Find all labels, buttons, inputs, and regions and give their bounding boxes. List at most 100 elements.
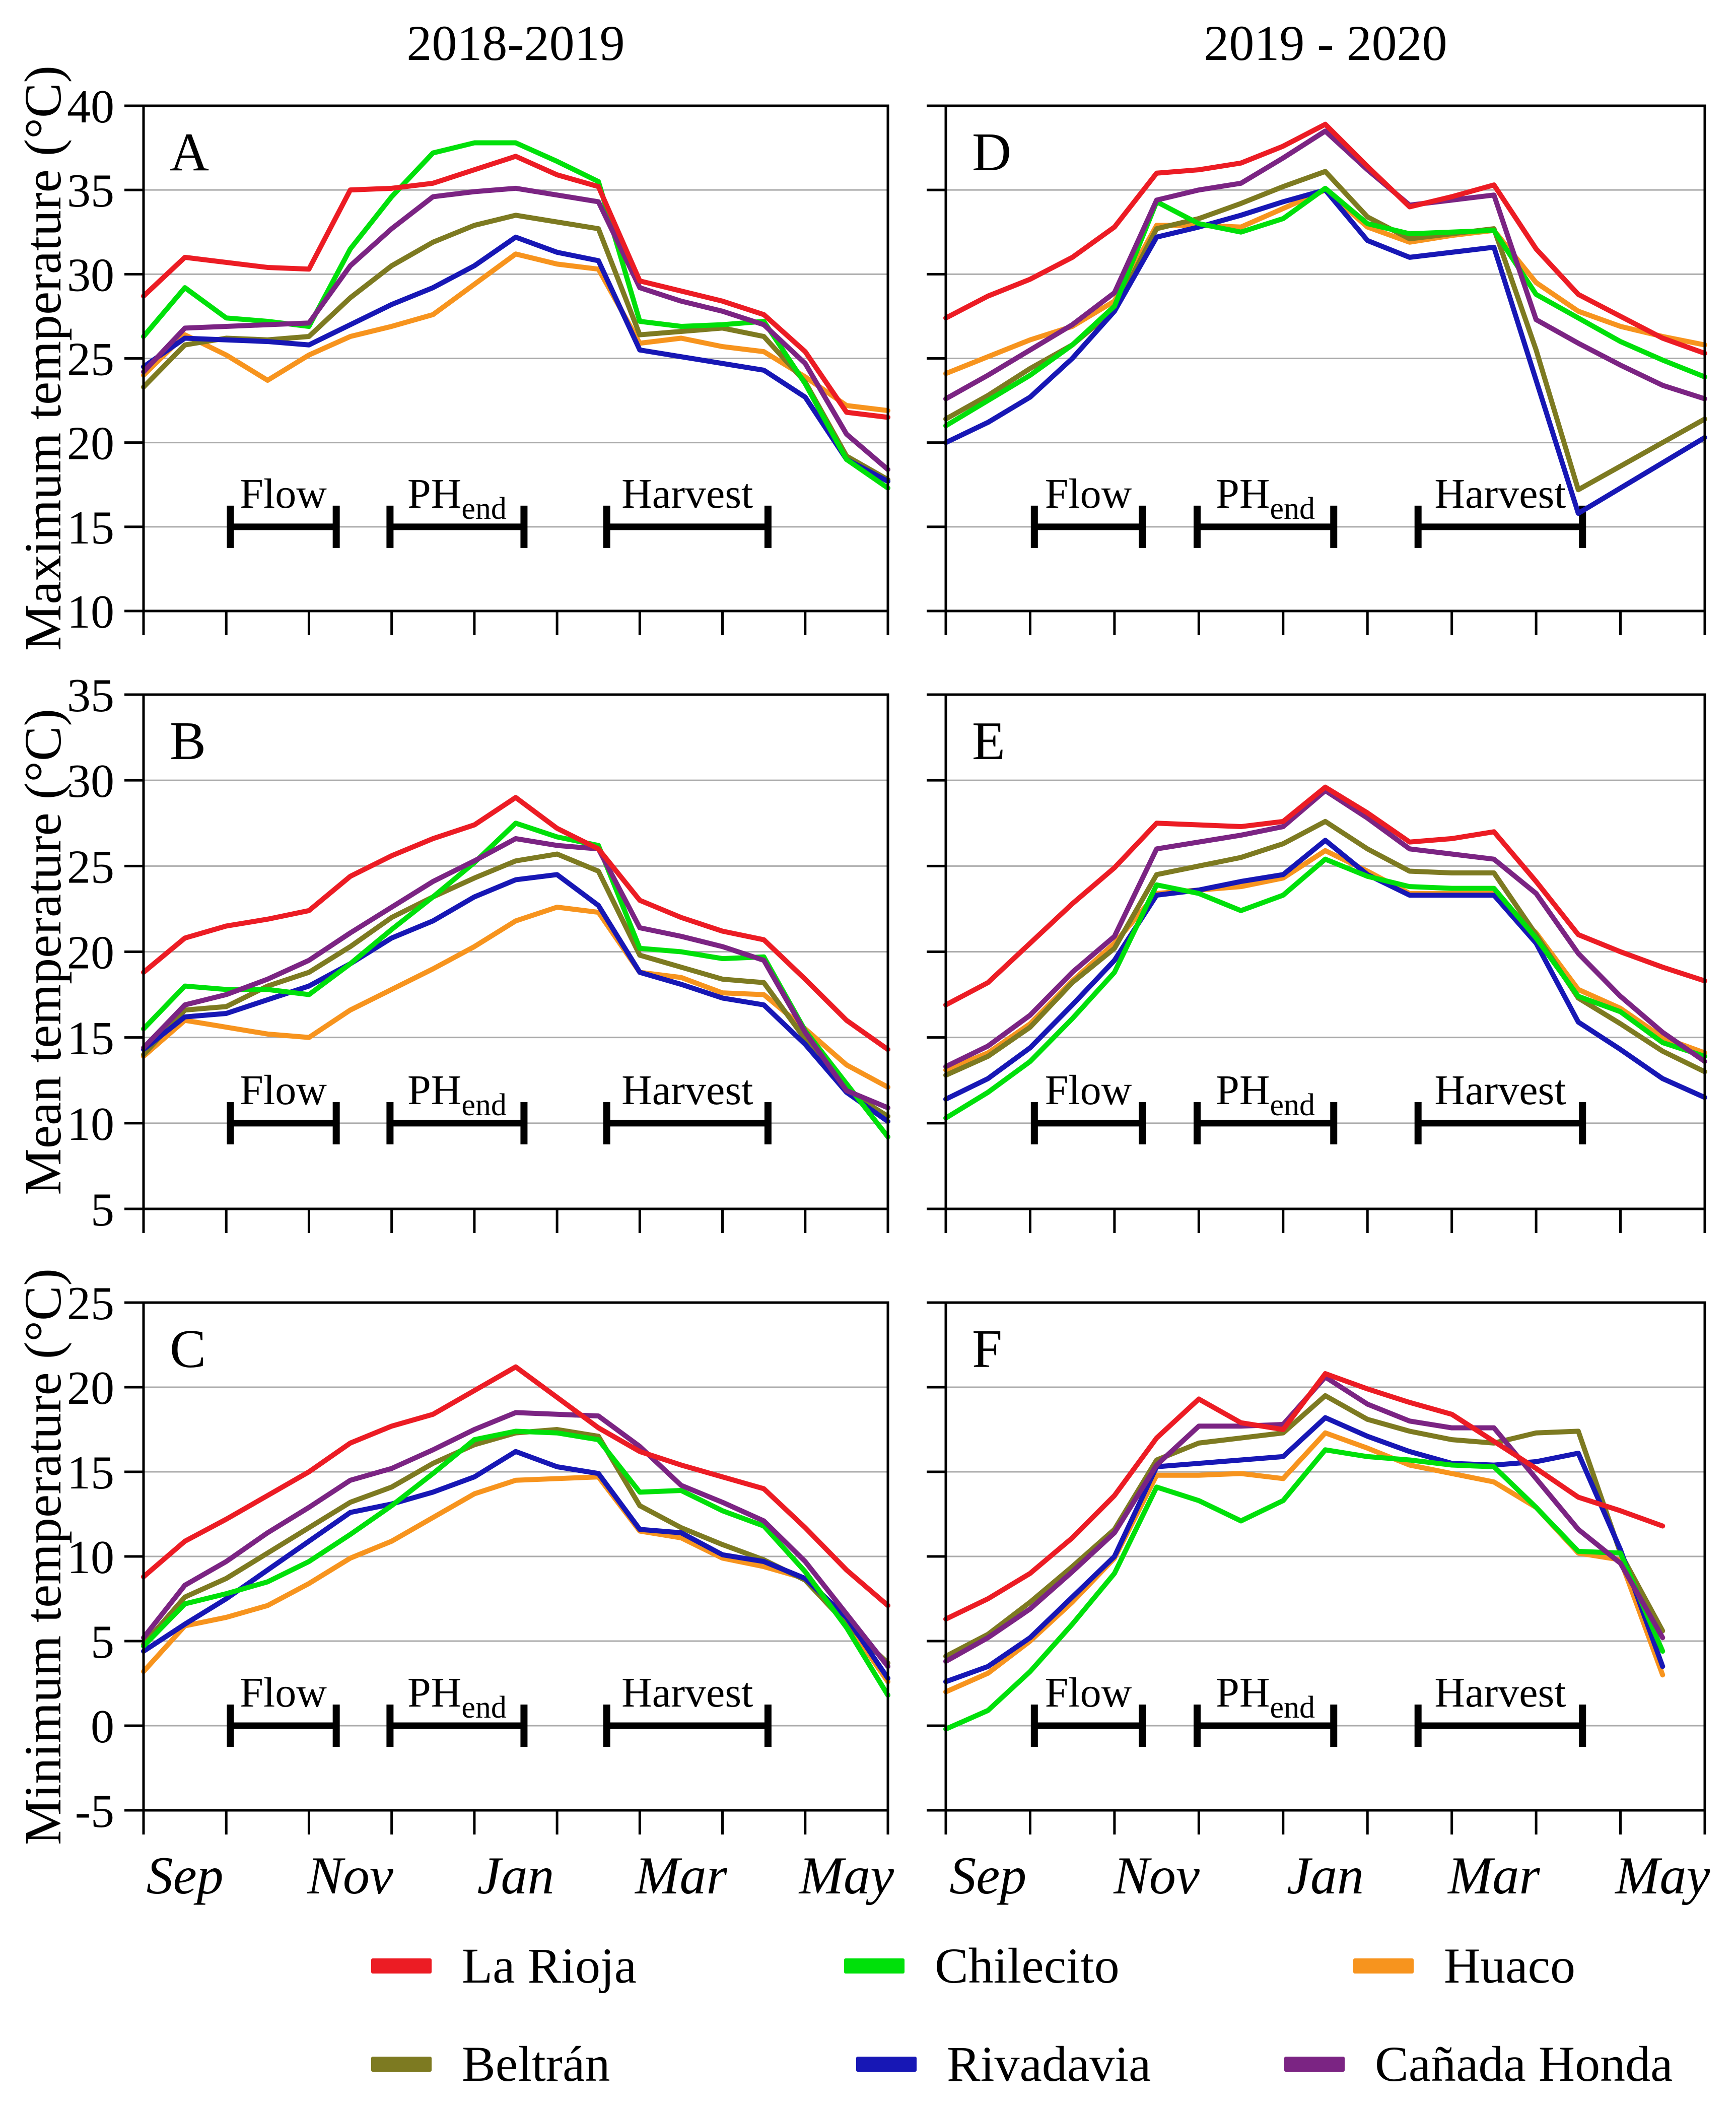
panel-E: Flow PHend Harvest E (927, 693, 1707, 1233)
y-tick-label: 0 (91, 1701, 114, 1753)
series-chilecito (943, 856, 1707, 1121)
column-title-season-1: 2018-2019 (406, 15, 625, 71)
series-la-rioja (943, 784, 1707, 1008)
bracket-label-harvest: Harvest (621, 1669, 753, 1716)
x-month-label: Mar (1447, 1846, 1540, 1905)
legend-item-chilecito: Chilecito (844, 1937, 1120, 1995)
bracket-label-ph: PHend (1216, 1669, 1315, 1725)
legend-label-chilecito: Chilecito (935, 1938, 1120, 1994)
column-title-season-2: 2019 - 2020 (1204, 15, 1447, 71)
y-tick-label: 5 (91, 1616, 114, 1668)
y-tick-label: 10 (67, 1531, 114, 1584)
y-tick-label: 10 (67, 1098, 114, 1150)
series-la-rioja (943, 1371, 1665, 1622)
series-beltr-n (141, 1427, 890, 1666)
y-tick-label: 15 (67, 502, 114, 554)
phenology-brackets: Flow PHend Harvest (1030, 1669, 1586, 1747)
series-la-rioja (141, 154, 890, 420)
y-tick-label: 10 (67, 586, 114, 638)
y-tick-label: 15 (67, 1012, 114, 1065)
panel-letter: D (972, 122, 1011, 182)
bracket-label-ph: PHend (407, 470, 507, 526)
panel-C: Flow PHend Harvest -5 0 5 10 15 20 25 Sep Nov Jan Mar… (67, 1277, 894, 1905)
series-la-rioja (141, 1364, 890, 1608)
x-month-label: Sep (147, 1846, 224, 1905)
bracket-label-flow: Flow (1045, 1669, 1132, 1716)
legend-swatch-beltran (371, 2056, 432, 2072)
bracket-label-ph: PHend (407, 1067, 507, 1122)
y-tick-label: 30 (67, 755, 114, 807)
y-tick-label: 35 (67, 669, 114, 722)
series-ca-ada-honda (141, 1410, 890, 1669)
x-month-label: Sep (949, 1846, 1026, 1905)
x-month-label: Jan (1287, 1846, 1364, 1905)
series-beltr-n (141, 851, 890, 1119)
series-la-rioja (943, 121, 1707, 356)
panel-letter: E (972, 711, 1005, 771)
series-chilecito (141, 1429, 890, 1698)
phenology-brackets: Flow PHend Harvest (227, 470, 772, 548)
panel-letter: F (972, 1319, 1002, 1379)
bracket-label-ph: PHend (407, 1669, 507, 1725)
y-tick-label: 25 (67, 333, 114, 386)
bracket-label-flow: Flow (240, 1067, 327, 1114)
series-huaco (943, 187, 1707, 376)
x-month-label: Jan (477, 1846, 554, 1905)
y-tick-label: 20 (67, 1362, 114, 1414)
y-tick-label: -5 (75, 1785, 114, 1838)
x-month-label: Mar (634, 1846, 727, 1905)
legend-item-beltran: Beltrán (371, 2035, 610, 2093)
legend-swatch-la-rioja (371, 1958, 432, 1974)
bracket-label-ph: PHend (1216, 1067, 1315, 1122)
series-chilecito (141, 821, 890, 1140)
phenology-brackets: Flow PHend Harvest (227, 1669, 772, 1747)
bracket-label-flow: Flow (240, 470, 327, 517)
series-rivadavia (943, 838, 1707, 1102)
bracket-label-flow: Flow (1045, 470, 1132, 517)
panel-B: Flow PHend Harvest 5 10 15 20 25 30 35 B (67, 669, 890, 1236)
panel-letter: B (170, 711, 206, 771)
series-ca-ada-honda (141, 185, 890, 472)
series-beltr-n (943, 1393, 1665, 1659)
panel-F: Flow PHend Harvest Sep Nov Jan Mar May F (927, 1301, 1710, 1905)
series-rivadavia (141, 872, 890, 1124)
series-ca-ada-honda (141, 836, 890, 1111)
y-tick-label: 20 (67, 418, 114, 470)
series-rivadavia (141, 1449, 890, 1681)
series-huaco (141, 1474, 890, 1684)
panel-A: Flow PHend Harvest 10 15 20 25 30 35 40 A (67, 81, 890, 638)
phenology-brackets: Flow PHend Harvest (1030, 1067, 1586, 1144)
bracket-label-harvest: Harvest (1434, 1067, 1566, 1114)
series-la-rioja (141, 795, 890, 1052)
series-chilecito (943, 1447, 1665, 1732)
series-chilecito (943, 185, 1707, 429)
phenology-brackets: Flow PHend Harvest (1030, 470, 1586, 548)
series-ca-ada-honda (943, 128, 1707, 401)
series-huaco (141, 905, 890, 1090)
y-tick-label: 25 (67, 1277, 114, 1330)
legend-label-huaco: Huaco (1444, 1938, 1575, 1994)
y-tick-label: 25 (67, 841, 114, 893)
legend-swatch-huaco (1353, 1958, 1414, 1974)
panel-letter: A (170, 122, 209, 182)
bracket-label-harvest: Harvest (1434, 470, 1566, 517)
series-chilecito (141, 140, 890, 491)
legend-item-la-rioja: La Rioja (371, 1937, 637, 1995)
legend-label-la-rioja: La Rioja (462, 1938, 637, 1994)
y-tick-label: 40 (67, 81, 114, 133)
legend-swatch-canada-honda (1284, 2056, 1345, 2072)
bracket-label-flow: Flow (240, 1669, 327, 1716)
series-huaco (141, 251, 890, 414)
series-ca-ada-honda (943, 788, 1707, 1069)
bracket-label-harvest: Harvest (621, 470, 753, 517)
panel-letter: C (170, 1319, 206, 1379)
legend-swatch-rivadavia (856, 2056, 917, 2072)
bracket-label-harvest: Harvest (1434, 1669, 1566, 1716)
x-month-label: May (798, 1846, 894, 1905)
legend-item-rivadavia: Rivadavia (856, 2035, 1151, 2093)
x-month-label: Nov (307, 1846, 394, 1905)
y-tick-label: 15 (67, 1447, 114, 1499)
panel-D: Flow PHend Harvest D (927, 104, 1707, 635)
